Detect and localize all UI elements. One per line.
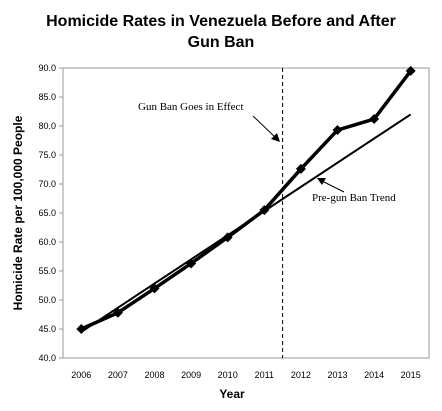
data-point xyxy=(405,65,416,76)
y-tick-label: 45.0 xyxy=(38,324,56,334)
data-point xyxy=(295,163,306,174)
y-tick-label: 75.0 xyxy=(38,150,56,160)
x-tick-label: 2006 xyxy=(71,370,91,380)
data-point xyxy=(76,324,87,334)
gun-ban-arrow xyxy=(252,115,277,139)
data-point xyxy=(149,283,160,294)
x-tick-label: 2015 xyxy=(401,370,421,380)
data-point xyxy=(222,232,233,243)
y-tick-label: 50.0 xyxy=(38,295,56,305)
trend-arrow xyxy=(321,180,345,193)
y-axis-title: Homicide Rate per 100,000 People xyxy=(11,115,25,310)
y-tick-label: 80.0 xyxy=(38,121,56,131)
x-tick-label: 2007 xyxy=(108,370,128,380)
chart-title-line-1: Homicide Rates in Venezuela Before and A… xyxy=(46,13,396,30)
x-axis-ticks: 2006 2007 2008 2009 2010 2011 2012 2013 2014 2015 xyxy=(71,370,420,380)
series-markers xyxy=(76,65,416,334)
y-tick-label: 85.0 xyxy=(38,92,56,102)
y-tick-label: 70.0 xyxy=(38,179,56,189)
data-point xyxy=(369,114,380,125)
trend-arrowhead xyxy=(317,178,326,185)
x-tick-label: 2008 xyxy=(144,370,164,380)
data-point xyxy=(186,258,197,269)
chart-title-line-2: Gun Ban xyxy=(188,34,255,51)
y-axis-ticks: 40.0 45.0 50.0 55.0 60.0 65.0 70.0 75.0 80.0 85.0… xyxy=(38,63,63,363)
x-tick-label: 2009 xyxy=(181,370,201,380)
y-tick-label: 40.0 xyxy=(38,353,56,363)
data-point xyxy=(112,307,123,318)
gun-ban-annotation: Gun Ban Goes in Effect xyxy=(138,101,244,113)
y-tick-label: 60.0 xyxy=(38,237,56,247)
gun-ban-arrowhead xyxy=(271,133,280,142)
x-tick-label: 2012 xyxy=(291,370,311,380)
y-tick-label: 90.0 xyxy=(38,63,56,73)
x-tick-label: 2011 xyxy=(255,370,274,380)
x-tick-label: 2010 xyxy=(218,370,238,380)
y-tick-label: 55.0 xyxy=(38,266,56,276)
y-tick-label: 65.0 xyxy=(38,208,56,218)
homicide-rate-series-line xyxy=(80,69,413,331)
data-point xyxy=(332,125,343,136)
x-tick-label: 2013 xyxy=(327,370,347,380)
x-tick-label: 2014 xyxy=(364,370,384,380)
data-point xyxy=(259,205,270,216)
x-axis-title: Year xyxy=(219,387,245,401)
trend-annotation: Pre-gun Ban Trend xyxy=(312,192,396,204)
